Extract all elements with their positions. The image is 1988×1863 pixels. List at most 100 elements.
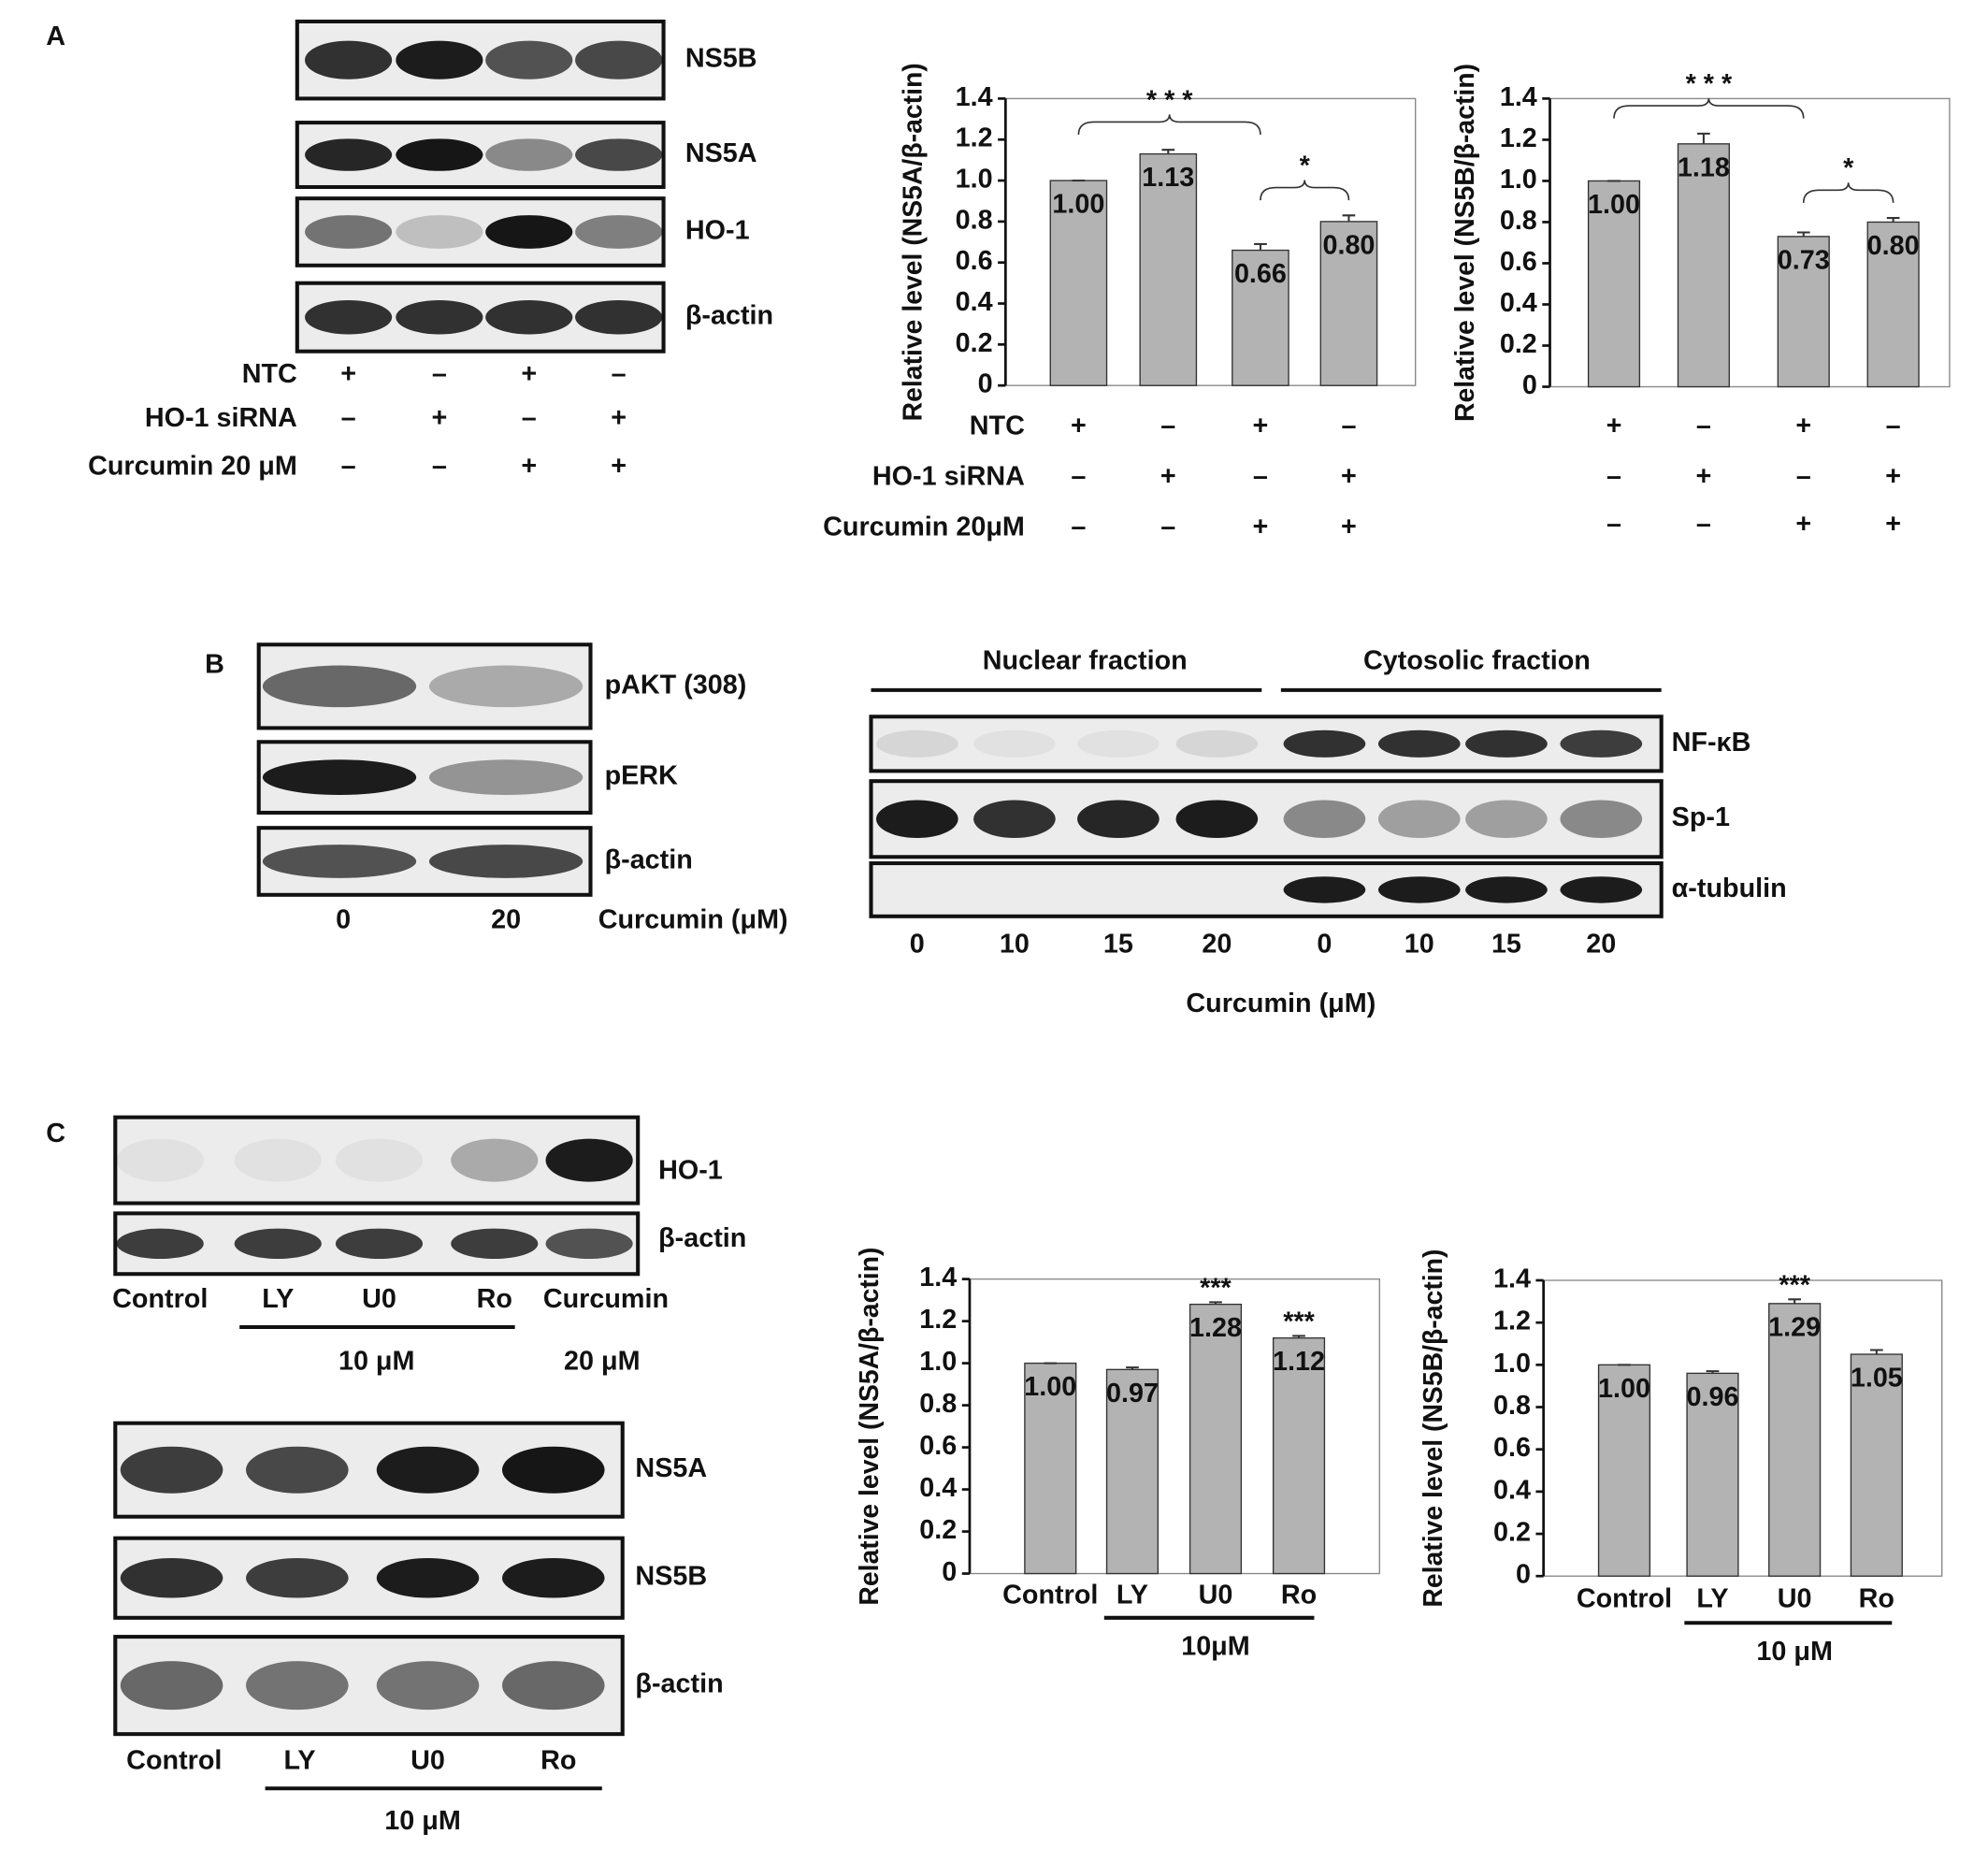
condition-mark: – [1796, 462, 1811, 492]
y-tick-label: 0.6 [1493, 1433, 1531, 1463]
fraction-label: Cytosolic fraction [1363, 646, 1591, 676]
condition-mark: + [1795, 411, 1811, 440]
y-tick-label: 1.2 [919, 1305, 957, 1335]
axis-label: Curcumin (μM) [598, 905, 788, 935]
band [234, 1228, 322, 1260]
group-label: 20 μM [564, 1347, 641, 1377]
value-label: 0.80 [1322, 231, 1375, 261]
band [1283, 729, 1366, 758]
error-bar [1254, 242, 1267, 251]
condition-mark: + [1253, 513, 1269, 542]
bracket [1260, 180, 1350, 201]
band [376, 1661, 480, 1711]
blot-label: NF-κB [1672, 728, 1751, 758]
lane-label: Curcumin [543, 1284, 669, 1314]
error-bar [1706, 1370, 1720, 1374]
condition-mark: – [1160, 513, 1175, 542]
lane-label: 0 [1317, 930, 1332, 960]
error-bar [1886, 217, 1900, 223]
lane-label: Ro [540, 1746, 576, 1776]
value-label: 1.28 [1189, 1313, 1242, 1343]
band [305, 215, 393, 249]
bar [1866, 221, 1920, 388]
lane-label: Control [126, 1746, 222, 1776]
band [1077, 800, 1160, 838]
band [973, 800, 1056, 838]
y-tick-label: 0 [1522, 370, 1537, 400]
condition-mark: – [612, 359, 627, 389]
band [1560, 729, 1643, 758]
value-label: 1.00 [1024, 1372, 1076, 1402]
blot-label: NS5B [635, 1562, 707, 1592]
x-tick-label: Ro [1859, 1584, 1894, 1614]
bar [1777, 236, 1830, 388]
panel-letter: C [46, 1119, 65, 1148]
x-tick-label: LY [1116, 1581, 1148, 1610]
significance: * [1843, 153, 1854, 183]
band [120, 1557, 223, 1598]
condition-mark: + [611, 403, 627, 433]
bar [1319, 221, 1378, 386]
lane-label: 20 [1586, 930, 1616, 960]
band [234, 1138, 322, 1182]
band [1560, 800, 1643, 838]
blot-label: Sp-1 [1672, 802, 1730, 832]
condition-mark: – [1606, 462, 1621, 492]
band [1465, 729, 1548, 758]
value-label: 0.66 [1234, 259, 1287, 289]
y-tick-label: 0.8 [1493, 1391, 1531, 1421]
condition-mark: + [431, 403, 447, 433]
lane-label: Control [112, 1284, 208, 1314]
group-label: 10 μM [384, 1806, 461, 1836]
band [501, 1446, 605, 1494]
condition-mark: + [1885, 462, 1901, 492]
band [120, 1661, 223, 1711]
error-bar [1161, 149, 1175, 154]
blot [256, 740, 593, 815]
lane-label: 0 [910, 930, 925, 960]
bracket [1802, 182, 1894, 203]
group-label: 10μM [1181, 1632, 1250, 1662]
condition-mark: + [1071, 411, 1087, 440]
bracket [1077, 114, 1261, 136]
band [396, 299, 483, 335]
y-tick-label: 0.4 [956, 287, 993, 317]
y-axis-label: Relative level (NS5B/β-actin) [1419, 1249, 1448, 1608]
significance: * * * [1686, 69, 1733, 99]
bar [1139, 152, 1198, 386]
condition-mark: + [1160, 462, 1176, 492]
condition-mark: + [1885, 510, 1901, 540]
error-bar [1292, 1335, 1305, 1338]
panel-letter: B [205, 650, 224, 680]
value-label: 1.00 [1598, 1374, 1650, 1404]
condition-mark: + [521, 359, 537, 389]
significance: *** [1283, 1307, 1315, 1337]
y-tick-label: 0.2 [956, 328, 993, 358]
band [116, 1228, 204, 1260]
lane-label: U0 [411, 1746, 445, 1776]
condition-mark: – [1071, 513, 1086, 542]
value-label: 1.12 [1273, 1347, 1325, 1377]
significance: *** [1779, 1270, 1810, 1300]
band [428, 665, 583, 708]
y-tick-label: 1.0 [956, 165, 993, 195]
error-bar [1342, 214, 1356, 222]
band [485, 40, 573, 79]
y-tick-label: 0.2 [919, 1515, 957, 1545]
condition-mark: + [1606, 411, 1622, 440]
band [262, 665, 417, 708]
condition-mark: + [1795, 510, 1811, 540]
lane-label: 15 [1491, 930, 1521, 960]
error-bar [1697, 132, 1710, 144]
y-tick-label: 0 [942, 1557, 957, 1587]
error-bar [1796, 231, 1810, 237]
bar [1686, 1372, 1739, 1577]
bar [1597, 1364, 1651, 1577]
band [1465, 800, 1548, 838]
band [1175, 729, 1259, 758]
band [335, 1228, 424, 1260]
condition-mark: – [1341, 411, 1356, 440]
condition-mark: – [1886, 411, 1901, 440]
band [376, 1446, 480, 1494]
